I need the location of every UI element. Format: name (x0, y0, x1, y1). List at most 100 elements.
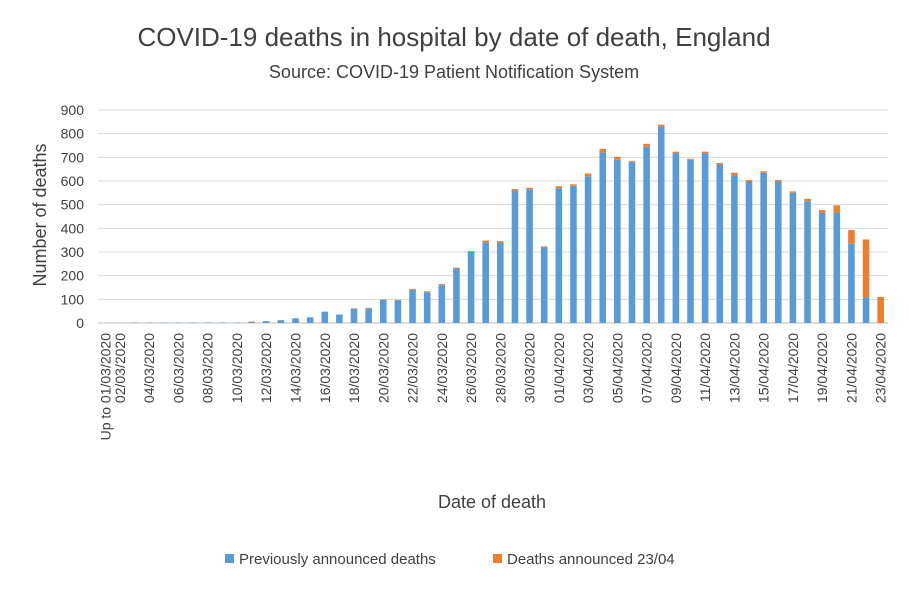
chart-subtitle: Source: COVID-19 Patient Notification Sy… (269, 62, 639, 82)
bar-previously-announced (614, 159, 621, 323)
bar-previously-announced (701, 153, 709, 323)
y-tick-label: 200 (61, 268, 85, 284)
x-tick-label: 03/04/2020 (580, 333, 596, 403)
bar-previously-announced (672, 153, 680, 323)
bar-announced-23-04 (687, 158, 694, 160)
x-tick-label: 07/04/2020 (639, 333, 655, 403)
bar-announced-23-04 (643, 143, 650, 147)
bar-announced-23-04 (862, 239, 870, 298)
bar-previously-announced (818, 212, 826, 323)
x-tick-label: 06/03/2020 (170, 333, 186, 403)
bar-announced-23-04 (497, 241, 504, 243)
bar-announced-23-04 (760, 171, 767, 173)
bar-previously-announced (774, 181, 782, 323)
bar-previously-announced (789, 192, 797, 323)
bar-previously-announced (555, 188, 563, 323)
bar-previously-announced (248, 322, 255, 323)
y-tick-label: 100 (61, 291, 85, 307)
x-tick-label: 24/03/2020 (434, 333, 450, 403)
bar-previously-announced (687, 159, 694, 323)
x-tick-label: 19/04/2020 (814, 333, 830, 403)
bar-previously-announced (760, 172, 767, 323)
bars (131, 124, 884, 323)
bar-announced-23-04 (731, 172, 738, 176)
x-tick-label: 22/03/2020 (405, 333, 421, 403)
y-tick-label: 0 (76, 315, 84, 331)
bar-announced-23-04 (774, 180, 782, 182)
bar-announced-23-04 (570, 184, 577, 186)
x-tick-label: 10/03/2020 (229, 333, 245, 403)
bar-announced-23-04 (818, 210, 826, 213)
y-tick-label: 800 (61, 126, 85, 142)
x-tick-label: 04/03/2020 (141, 333, 157, 403)
gridlines (98, 109, 888, 324)
bar-announced-23-04 (467, 251, 475, 252)
x-tick-label: 28/03/2020 (492, 333, 508, 403)
bar-previously-announced (848, 243, 855, 323)
bar-previously-announced (657, 126, 665, 323)
bar-previously-announced (628, 162, 636, 323)
bar-announced-23-04 (423, 291, 431, 293)
x-tick-label: 26/03/2020 (463, 333, 479, 403)
bar-previously-announced (292, 318, 299, 323)
bar-announced-23-04 (599, 148, 607, 153)
bar-previously-announced (540, 247, 548, 323)
legend-swatch-previously-announced (225, 554, 234, 563)
legend-label-announced-23-04: Deaths announced 23/04 (507, 551, 675, 568)
bar-previously-announced (438, 285, 446, 323)
x-tick-label: 21/04/2020 (843, 333, 859, 403)
bar-announced-23-04 (745, 180, 753, 181)
bar-announced-23-04 (716, 163, 724, 165)
x-tick-label: 01/04/2020 (551, 333, 567, 403)
bar-announced-23-04 (804, 198, 811, 202)
bar-previously-announced (262, 321, 270, 323)
x-tick-label: 17/04/2020 (785, 333, 801, 403)
y-tick-label: 500 (61, 197, 85, 213)
y-tick-label: 600 (61, 173, 85, 189)
y-tick-label: 700 (61, 149, 85, 165)
y-tick-label: 300 (61, 244, 85, 260)
bar-previously-announced (482, 242, 489, 323)
y-tick-label: 400 (61, 220, 85, 236)
bar-announced-23-04 (584, 173, 592, 177)
x-tick-label: 18/03/2020 (346, 333, 362, 403)
bar-announced-23-04 (438, 284, 446, 286)
bar-announced-23-04 (409, 288, 416, 290)
x-tick-label: 09/04/2020 (668, 333, 684, 403)
bar-previously-announced (497, 242, 504, 323)
bar-previously-announced (643, 146, 650, 323)
bar-announced-23-04 (877, 296, 884, 323)
bar-previously-announced (862, 297, 870, 323)
bar-announced-23-04 (701, 151, 709, 154)
bar-announced-23-04 (848, 229, 855, 244)
bar-previously-announced (599, 152, 607, 323)
x-tick-label: 15/04/2020 (756, 333, 772, 403)
bar-previously-announced (306, 317, 314, 323)
bar-announced-23-04 (555, 186, 563, 189)
bar-previously-announced (379, 299, 387, 323)
bar-previously-announced (511, 190, 519, 323)
bar-announced-23-04 (511, 189, 519, 191)
x-tick-label: 02/03/2020 (112, 333, 128, 403)
chart-title: COVID-19 deaths in hospital by date of d… (137, 22, 770, 52)
bar-announced-23-04 (789, 191, 797, 193)
bar-previously-announced (453, 268, 460, 323)
bar-announced-23-04 (657, 124, 665, 127)
x-tick-label: 14/03/2020 (288, 333, 304, 403)
y-axis-ticks: 0 100 200 300 400 500 600 700 800 900 (61, 102, 85, 331)
bar-previously-announced (409, 289, 416, 323)
bar-announced-23-04 (526, 187, 533, 190)
bar-announced-23-04 (672, 151, 680, 154)
bar-previously-announced (350, 308, 358, 323)
y-tick-label: 900 (61, 102, 85, 118)
bar-previously-announced (277, 320, 285, 323)
bar-announced-23-04 (614, 156, 621, 160)
x-tick-label: 11/04/2020 (697, 333, 713, 402)
x-tick-label: 20/03/2020 (375, 333, 391, 403)
bar-previously-announced (394, 300, 402, 323)
x-tick-label: 08/03/2020 (200, 333, 216, 403)
bar-previously-announced (833, 212, 841, 323)
bar-previously-announced (526, 189, 533, 323)
